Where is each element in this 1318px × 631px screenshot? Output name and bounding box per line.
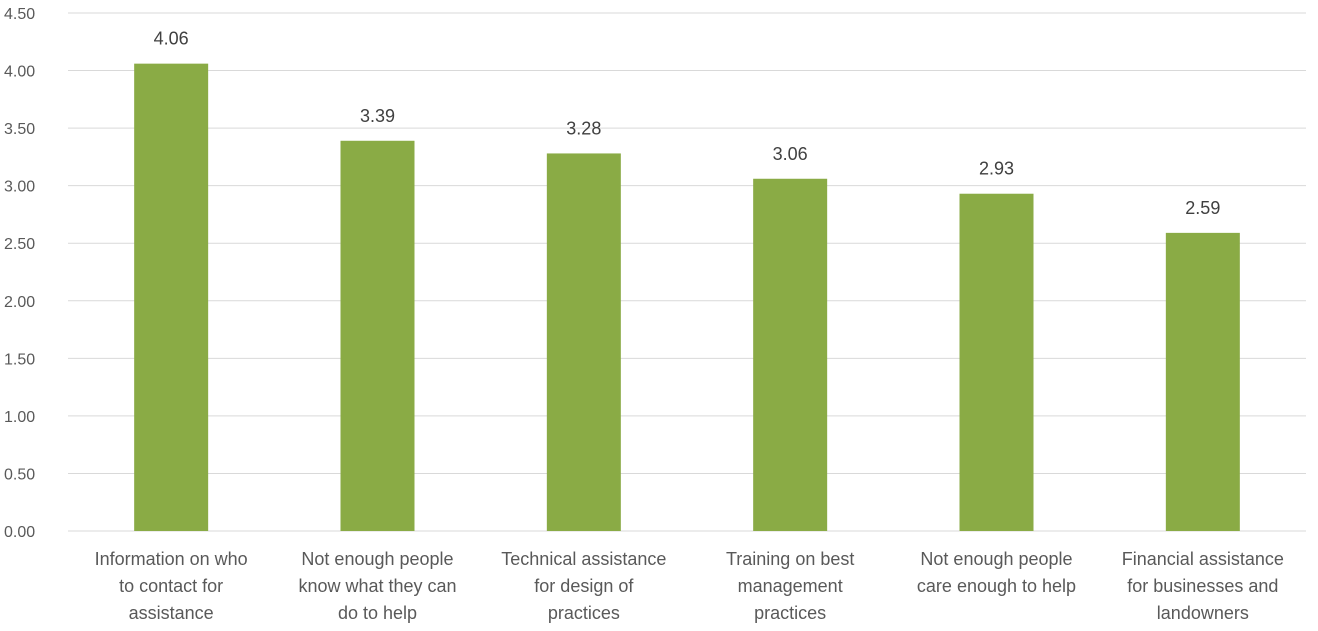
- data-label: 3.06: [773, 144, 808, 164]
- gridlines: [68, 12, 1306, 532]
- category-label: Technical assistance for design of practic…: [501, 549, 666, 623]
- data-label: 4.06: [154, 29, 189, 49]
- y-tick-label: 1.00: [4, 409, 35, 426]
- bar: [959, 193, 1034, 532]
- category-label-line: care enough to help: [917, 576, 1076, 596]
- y-tick-label: 0.50: [4, 466, 35, 483]
- category-label-line: Not enough people: [920, 549, 1072, 569]
- bar: [753, 178, 828, 531]
- y-tick-label: 3.50: [4, 121, 35, 138]
- data-label: 2.93: [979, 159, 1014, 179]
- category-label-line: landowners: [1157, 603, 1249, 623]
- category-label-line: for businesses and: [1127, 576, 1278, 596]
- y-tick-label: 2.50: [4, 236, 35, 253]
- category-label-line: know what they can: [298, 576, 456, 596]
- category-label: Information on who to contact for assistan…: [95, 549, 248, 623]
- bar: [134, 63, 209, 531]
- y-tick-label: 3.00: [4, 179, 35, 196]
- bar: [340, 140, 415, 532]
- category-label-line: for design of: [534, 576, 634, 596]
- bar: [1165, 232, 1240, 531]
- category-label-line: Training on best: [726, 549, 854, 569]
- data-label: 3.28: [566, 118, 601, 138]
- category-label: Not enough people know what they can do to…: [298, 549, 456, 623]
- bars: [134, 63, 1240, 532]
- data-label: 2.59: [1185, 198, 1220, 218]
- y-tick-label: 1.50: [4, 351, 35, 368]
- data-labels: 4.06 3.39 3.28 3.06 2.93 2.59: [154, 29, 1221, 218]
- category-label-line: management: [738, 576, 843, 596]
- category-label-line: practices: [754, 603, 826, 623]
- category-label-line: Technical assistance: [501, 549, 666, 569]
- y-axis-tick-labels: 0.00 0.50 1.00 1.50 2.00 2.50 3.00 3.50 4.00 4.50: [4, 6, 35, 541]
- category-label: Financial assistance for businesses and la…: [1122, 549, 1284, 623]
- category-label-line: assistance: [129, 603, 214, 623]
- category-label-line: Not enough people: [301, 549, 453, 569]
- category-label-line: Information on who: [95, 549, 248, 569]
- data-label: 3.39: [360, 106, 395, 126]
- category-label-line: do to help: [338, 603, 417, 623]
- category-label-line: to contact for: [119, 576, 223, 596]
- category-label: Not enough people care enough to help: [917, 549, 1076, 596]
- category-label: Training on best management practices: [726, 549, 854, 623]
- y-tick-label: 0.00: [4, 524, 35, 541]
- y-tick-label: 4.50: [4, 6, 35, 23]
- x-axis-category-labels: Information on who to contact for assistan…: [95, 549, 1284, 623]
- bar: [546, 153, 621, 532]
- category-label-line: practices: [548, 603, 620, 623]
- y-tick-label: 4.00: [4, 64, 35, 81]
- category-label-line: Financial assistance: [1122, 549, 1284, 569]
- y-tick-label: 2.00: [4, 294, 35, 311]
